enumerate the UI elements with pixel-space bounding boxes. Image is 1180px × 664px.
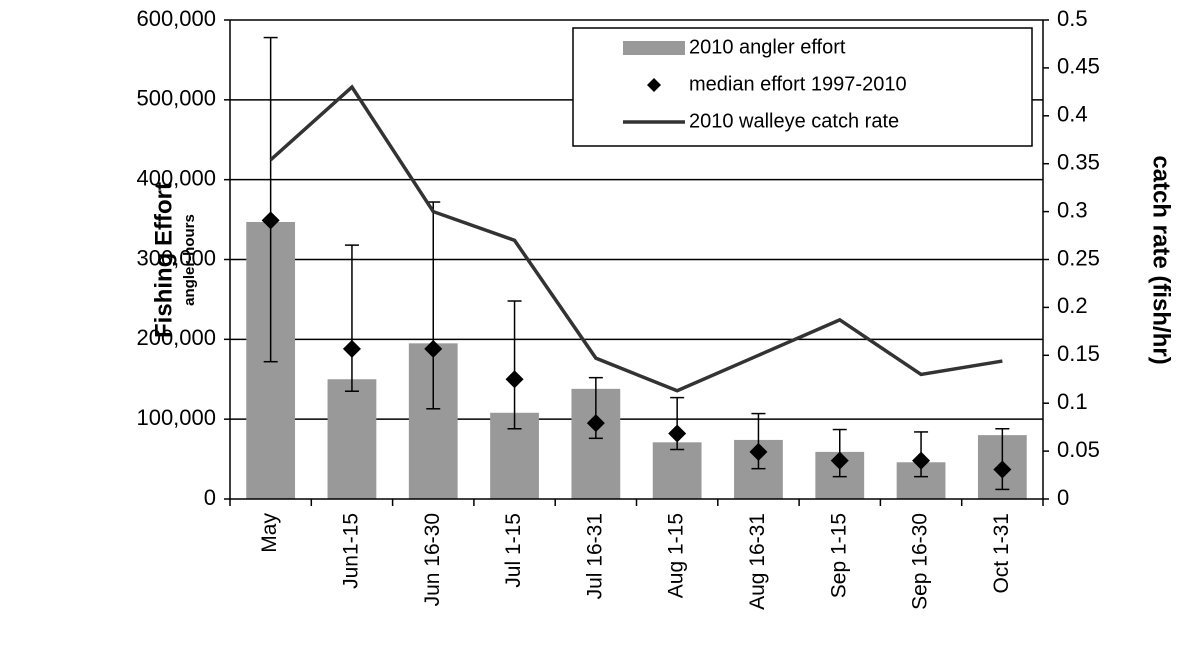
y2-tick-label: 0.05 [1057, 437, 1100, 462]
y-axis-title: Fishing Effort [150, 182, 177, 338]
x-tick-label: Oct 1-31 [990, 513, 1013, 594]
x-tick-label: Jul 1-15 [502, 513, 525, 588]
x-tick-label: Sep 1-15 [827, 513, 850, 598]
bar [652, 442, 702, 499]
y2-tick-label: 0.3 [1057, 197, 1088, 222]
y-tick-label: 100,000 [136, 405, 216, 430]
x-tick-label: May [258, 513, 281, 553]
median-point [993, 460, 1012, 479]
catch-rate-line [269, 84, 1003, 393]
y2-tick-label: 0.45 [1057, 54, 1100, 79]
y-tick-label: 200,000 [136, 325, 216, 350]
error-bar [507, 300, 522, 430]
y2-tick-label: 0.2 [1057, 293, 1088, 318]
median-point [912, 451, 931, 470]
error-bar [995, 427, 1010, 491]
x-tick-label: Jul 16-31 [583, 513, 606, 599]
bar [327, 379, 377, 499]
median-point [586, 414, 605, 433]
y2-tick-label: 0.15 [1057, 341, 1100, 366]
median-point [342, 339, 361, 358]
y2-tick-label: 0.1 [1057, 389, 1088, 414]
legend-label: 2010 angler effort [689, 36, 846, 58]
legend-label: median effort 1997-2010 [689, 73, 907, 95]
error-bar [263, 36, 278, 363]
y2-axis-title: catch rate (fish/hr) [1148, 155, 1175, 364]
median-point [668, 424, 687, 443]
y2-tick-label: 0.25 [1057, 245, 1100, 270]
y2-tick-label: 0.5 [1057, 6, 1088, 31]
x-tick-label: Jun 16-30 [421, 513, 444, 606]
y2-tick-label: 0.4 [1057, 102, 1088, 127]
y-tick-label: 600,000 [136, 6, 216, 31]
x-tick-label: Aug 1-15 [665, 513, 688, 598]
legend-swatch [647, 78, 661, 92]
median-point [505, 370, 524, 389]
x-tick-label: Sep 16-30 [909, 513, 932, 610]
y-tick-label: 500,000 [136, 86, 216, 111]
y-axis-subtitle: angler-hours [181, 214, 198, 306]
x-tick-label: Jun1-15 [339, 513, 362, 589]
median-point [749, 442, 768, 461]
legend-swatch [623, 41, 685, 55]
x-tick-label: Aug 16-31 [746, 513, 769, 610]
median-point [261, 211, 280, 230]
median-point [830, 451, 849, 470]
error-bar [344, 244, 359, 392]
legend-label: 2010 walleye catch rate [689, 110, 899, 132]
y2-tick-label: 0 [1057, 485, 1069, 510]
y-tick-label: 0 [204, 485, 216, 510]
median-point [424, 339, 443, 358]
y2-tick-label: 0.35 [1057, 150, 1100, 175]
y-tick-label: 300,000 [136, 245, 216, 270]
y-tick-label: 400,000 [136, 165, 216, 190]
